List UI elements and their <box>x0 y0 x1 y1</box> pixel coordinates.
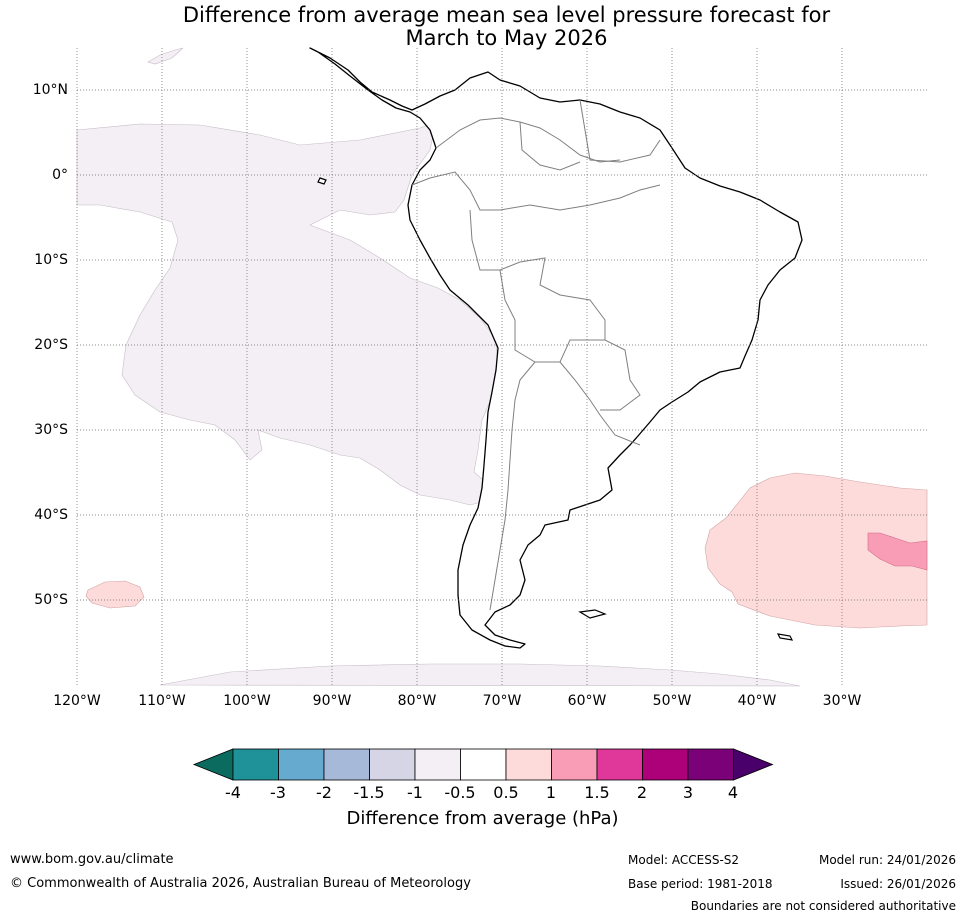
colorbar <box>192 748 774 781</box>
lon-label-70w: 70°W <box>482 693 522 709</box>
footer-url[interactable]: www.bom.gov.au/climate <box>10 852 174 867</box>
negative-anomaly-south <box>159 663 801 687</box>
map-title: Difference from average mean sea level p… <box>0 4 965 50</box>
colorbar-tick: -3 <box>270 783 286 802</box>
lon-label-110w: 110°W <box>138 693 186 709</box>
footer-copyright: © Commonwealth of Australia 2026, Austra… <box>10 876 471 891</box>
title-line-1: Difference from average mean sea level p… <box>182 3 831 27</box>
colorbar-tick: 4 <box>727 783 739 802</box>
lat-label-30s: 30°S <box>34 422 68 438</box>
colorbar-swatch <box>460 748 507 781</box>
colorbar-tick: -2 <box>316 783 332 802</box>
lat-label-50s: 50°S <box>34 592 68 608</box>
colorbar-tick: -1.5 <box>353 783 385 802</box>
colorbar-swatch <box>232 748 279 781</box>
colorbar-swatch <box>687 748 734 781</box>
colorbar-label: Difference from average (hPa) <box>346 808 619 829</box>
lat-label-10s: 10°S <box>34 252 68 268</box>
colorbar-swatch <box>278 748 325 781</box>
lat-label-40s: 40°S <box>34 507 68 523</box>
colorbar-tick: -1 <box>407 783 423 802</box>
colorbar-swatch <box>596 748 643 781</box>
positive-anomaly-region <box>704 472 928 629</box>
lon-label-40w: 40°W <box>737 693 777 709</box>
colorbar-extend-high <box>733 748 774 781</box>
colorbar-tick: 1 <box>545 783 557 802</box>
footer-base-period: Base period: 1981-2018 <box>628 877 773 891</box>
colorbar-tick: 0.5 <box>493 783 519 802</box>
positive-anomaly-small <box>85 580 145 609</box>
footer-disclaimer: Boundaries are not considered authoritat… <box>690 899 956 913</box>
footer-issued: Issued: 26/01/2026 <box>840 877 956 891</box>
colorbar-swatch <box>642 748 689 781</box>
footer-model-run: Model run: 24/01/2026 <box>818 853 956 867</box>
lat-label-20s: 20°S <box>34 337 68 353</box>
lon-label-80w: 80°W <box>397 693 437 709</box>
colorbar-swatch <box>551 748 598 781</box>
lon-label-120w: 120°W <box>53 693 101 709</box>
footer-model: Model: ACCESS-S2 <box>628 853 740 867</box>
colorbar-tick: 2 <box>636 783 648 802</box>
colorbar-tick: 3 <box>682 783 694 802</box>
title-line-2: March to May 2026 <box>405 26 608 50</box>
colorbar-swatch <box>414 748 461 781</box>
colorbar-swatch <box>505 748 552 781</box>
colorbar-extend-low <box>192 748 234 781</box>
positive-anomaly-stronger <box>867 532 928 571</box>
graticule <box>76 48 927 686</box>
colorbar-tick: -4 <box>225 783 241 802</box>
country-borders <box>411 99 661 611</box>
lon-label-60w: 60°W <box>567 693 607 709</box>
colorbar-tick: 1.5 <box>584 783 610 802</box>
colorbar-swatch <box>369 748 416 781</box>
negative-anomaly-small <box>147 47 184 65</box>
south-america-coastline <box>309 47 803 649</box>
colorbar-tick: -0.5 <box>444 783 476 802</box>
lat-label-0: 0° <box>52 167 68 183</box>
lon-label-50w: 50°W <box>652 693 692 709</box>
lon-label-90w: 90°W <box>312 693 352 709</box>
lon-label-30w: 30°W <box>822 693 862 709</box>
lat-label-10n: 10°N <box>32 82 68 98</box>
lon-label-100w: 100°W <box>223 693 271 709</box>
colorbar-swatch <box>323 748 370 781</box>
islands <box>317 177 794 641</box>
